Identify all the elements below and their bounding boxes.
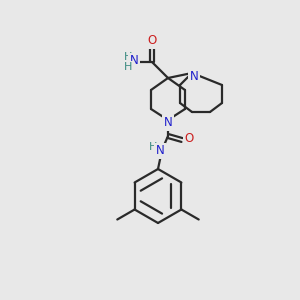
- Text: H: H: [124, 62, 132, 72]
- Text: N: N: [164, 116, 172, 130]
- Text: O: O: [184, 133, 194, 146]
- Text: N: N: [130, 55, 138, 68]
- Text: H: H: [149, 142, 157, 152]
- Text: O: O: [147, 34, 157, 47]
- Text: H: H: [124, 52, 132, 62]
- Text: N: N: [156, 145, 164, 158]
- Text: N: N: [190, 70, 198, 83]
